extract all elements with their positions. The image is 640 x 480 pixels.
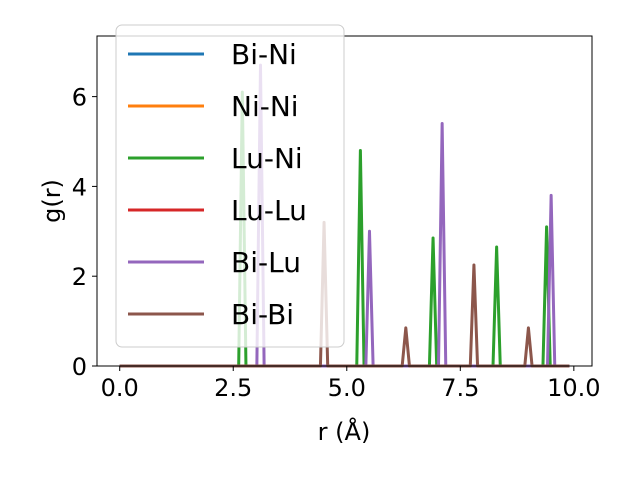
legend-label: Ni-Ni (231, 90, 299, 123)
y-tick-label: 6 (72, 84, 87, 112)
x-tick-label: 2.5 (214, 374, 252, 402)
legend-frame (115, 24, 345, 348)
x-axis: 0.0 2.5 5.0 7.5 10.0 (101, 366, 601, 402)
legend-label: Bi-Ni (231, 38, 297, 71)
legend-label: Lu-Lu (231, 194, 307, 227)
x-axis-label: r (Å) (318, 417, 371, 446)
x-tick-label: 7.5 (441, 374, 479, 402)
legend-label: Bi-Lu (231, 246, 301, 279)
legend-label: Lu-Ni (231, 142, 303, 175)
x-tick-label: 10.0 (547, 374, 600, 402)
y-tick-label: 0 (72, 353, 87, 381)
x-tick-label: 5.0 (328, 374, 366, 402)
legend: Bi-Ni Ni-Ni Lu-Ni Lu-Lu Bi-Lu Bi-Bi (115, 24, 345, 348)
legend-label: Bi-Bi (231, 298, 294, 331)
x-tick-label: 0.0 (101, 374, 139, 402)
y-tick-label: 4 (72, 173, 87, 201)
y-axis-label: g(r) (38, 179, 66, 223)
y-axis: 0 2 4 6 (72, 84, 97, 381)
y-tick-label: 2 (72, 263, 87, 291)
